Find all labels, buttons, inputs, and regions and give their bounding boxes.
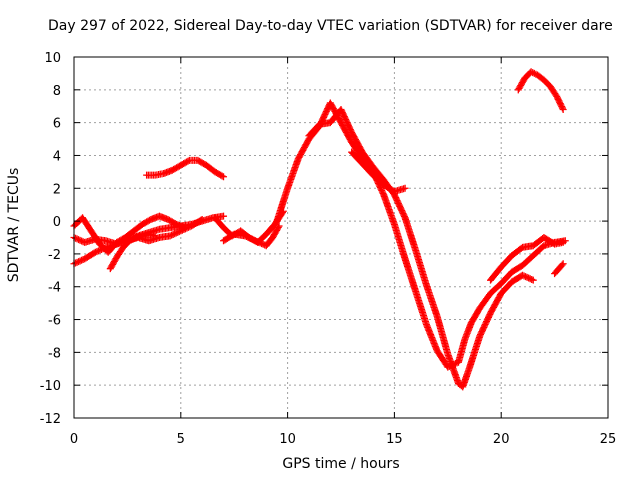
data-point-interp <box>129 235 137 243</box>
data-point-interp <box>255 238 263 246</box>
data-point-interp <box>168 231 176 239</box>
data-point-interp <box>175 228 183 236</box>
data-point-interp <box>78 256 86 264</box>
data-point-interp <box>529 69 537 77</box>
y-tick-label: 10 <box>44 51 61 66</box>
x-tick-label: 25 <box>600 432 617 447</box>
data-point-interp <box>523 273 531 281</box>
data-point-interp <box>218 172 226 180</box>
data-point <box>241 232 249 240</box>
data-point-interp <box>525 274 533 282</box>
data-point <box>275 222 283 230</box>
data-point <box>126 237 134 245</box>
data-point-interp <box>94 247 102 255</box>
data-point-interp <box>127 236 135 244</box>
data-point-interp <box>130 234 138 242</box>
data-point-interp <box>172 229 180 237</box>
data-point-interp <box>245 234 253 242</box>
data-point-interp <box>197 216 205 224</box>
data-point-interp <box>174 228 182 236</box>
y-tick-label: -4 <box>48 281 61 296</box>
x-tick-label: 5 <box>177 432 185 447</box>
data-point <box>220 173 228 181</box>
data-point <box>198 215 206 223</box>
data-point <box>252 237 260 245</box>
data-point-interp <box>73 235 81 243</box>
data-point <box>559 106 567 114</box>
y-axis-label: SDTVAR / TECUs <box>6 167 22 283</box>
data-point-interp <box>73 258 81 266</box>
data-point-interp <box>244 233 252 241</box>
data-point-interp <box>72 234 80 242</box>
data-point-interp <box>169 230 177 238</box>
data-point-interp <box>76 236 84 244</box>
x-tick-label: 0 <box>70 432 78 447</box>
data-point-interp <box>76 257 84 265</box>
data-point-interp <box>72 259 80 267</box>
data-point-interp <box>249 235 257 243</box>
series-track-l <box>551 260 567 278</box>
data-point-interp <box>78 237 86 245</box>
data-point <box>181 224 189 232</box>
y-tick-label: 6 <box>53 117 61 132</box>
data-point-interp <box>528 275 536 283</box>
data-point-interp <box>530 69 538 77</box>
tick-layer: 0 5 10 15 20 25 -12 -10 -8 -6 -4 -2 0 2 4 6 8 10 <box>40 51 617 447</box>
data-point-interp <box>93 248 101 256</box>
data-point-interp <box>522 273 530 281</box>
y-tick-label: -8 <box>48 346 61 361</box>
data-point <box>166 232 174 240</box>
data-point-interp <box>75 236 83 244</box>
y-tick-label: -10 <box>40 379 61 394</box>
y-tick-label: 4 <box>53 149 61 164</box>
x-tick-label: 10 <box>279 432 296 447</box>
series-track-j <box>348 148 409 196</box>
y-tick-label: 8 <box>53 84 61 99</box>
data-point-interp <box>526 275 534 283</box>
series-track-g <box>220 222 283 250</box>
x-tick-label: 15 <box>386 432 403 447</box>
data-point <box>527 68 535 76</box>
plot-frame <box>73 56 609 419</box>
data-point <box>91 248 99 256</box>
y-tick-label: 0 <box>53 215 61 230</box>
series-track-h <box>273 99 569 371</box>
series-track-e <box>143 156 228 181</box>
series-track-d <box>106 230 159 273</box>
y-tick-label: 2 <box>53 182 61 197</box>
series-track-m <box>514 68 567 114</box>
chart-title: Day 297 of 2022, Sidereal Day-to-day VTE… <box>48 18 613 34</box>
data-point-interp <box>184 157 192 165</box>
data-point <box>529 276 537 284</box>
data-point-interp <box>242 233 250 241</box>
data-point-interp <box>253 237 261 245</box>
data-point <box>559 238 567 246</box>
data-point <box>401 184 409 192</box>
data-point-interp <box>558 261 566 269</box>
data-point-interp <box>247 235 255 243</box>
x-axis-label: GPS time / hours <box>282 456 400 472</box>
data-layer <box>70 68 569 391</box>
data-point-interp <box>520 272 528 280</box>
series-track-k <box>487 234 567 284</box>
y-tick-label: -12 <box>40 412 61 427</box>
series-track-i <box>305 106 537 391</box>
data-point <box>519 271 527 279</box>
data-point <box>559 260 567 268</box>
data-point-interp <box>75 258 83 266</box>
grid-layer <box>74 57 608 418</box>
data-point <box>220 212 228 220</box>
y-tick-label: -6 <box>48 314 61 329</box>
data-point-interp <box>256 239 264 247</box>
data-point-interp <box>558 104 566 112</box>
data-point <box>151 232 159 240</box>
y-tick-label: -2 <box>48 248 61 263</box>
x-tick-label: 20 <box>493 432 510 447</box>
data-point-interp <box>274 223 282 231</box>
data-point-interp <box>171 230 179 238</box>
data-point-interp <box>258 240 266 248</box>
data-point-interp <box>250 236 258 244</box>
